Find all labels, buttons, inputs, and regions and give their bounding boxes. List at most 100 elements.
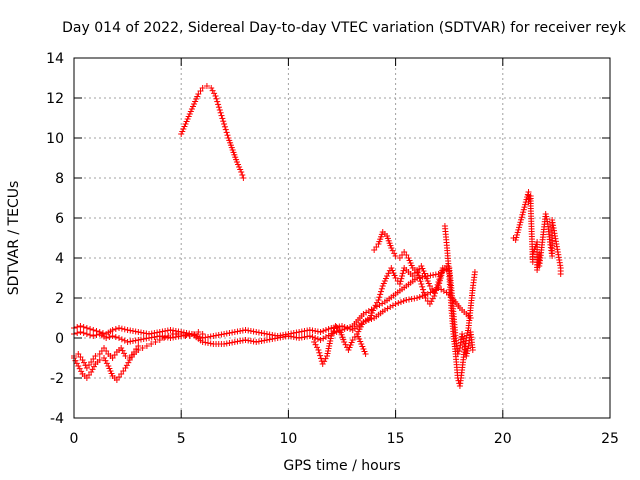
data-point — [416, 294, 423, 300]
data-point — [203, 83, 210, 89]
data-point — [384, 305, 391, 312]
data-point — [372, 302, 379, 309]
data-point — [224, 132, 231, 139]
data-point — [471, 269, 478, 275]
data-point — [322, 334, 329, 340]
data-point — [119, 347, 126, 354]
data-point — [212, 93, 219, 99]
data-point — [186, 333, 193, 339]
data-point — [420, 286, 427, 293]
data-point — [96, 357, 103, 363]
x-tick-label: 0 — [70, 431, 79, 447]
x-tick-label: 25 — [601, 431, 619, 447]
data-point — [106, 334, 113, 340]
data-point — [178, 331, 185, 337]
data-point — [436, 277, 443, 284]
data-point — [377, 291, 384, 298]
y-tick-label: 4 — [55, 251, 64, 267]
data-point — [344, 325, 351, 331]
data-point — [378, 288, 385, 295]
data-point — [221, 123, 228, 130]
data-point — [220, 118, 227, 125]
data-point — [517, 219, 524, 226]
data-point — [121, 350, 128, 357]
data-point — [461, 341, 468, 347]
data-point — [518, 214, 525, 221]
data-point — [195, 329, 202, 335]
data-point — [208, 85, 215, 91]
data-point — [371, 305, 378, 311]
data-point — [397, 278, 404, 285]
data-point — [112, 334, 119, 340]
data-point — [240, 175, 247, 181]
data-point — [135, 343, 142, 349]
data-point — [112, 326, 119, 332]
data-point — [518, 216, 525, 223]
y-tick-label: 8 — [55, 171, 64, 187]
data-point — [398, 275, 405, 282]
data-point — [216, 107, 223, 113]
data-point — [87, 326, 94, 332]
data-point — [165, 333, 172, 339]
data-point — [221, 121, 228, 127]
data-point — [320, 328, 327, 334]
data-point — [121, 337, 128, 344]
data-point — [222, 126, 229, 133]
data-point — [125, 359, 132, 366]
data-point — [109, 333, 116, 339]
data-point — [341, 339, 348, 345]
data-point — [374, 299, 381, 306]
data-point — [347, 324, 354, 330]
data-point — [73, 360, 80, 367]
x-tick-label: 5 — [177, 431, 186, 447]
data-point — [101, 355, 108, 361]
data-point — [116, 335, 123, 341]
data-point — [396, 281, 403, 287]
data-point — [419, 283, 426, 290]
data-point — [321, 358, 328, 365]
data-point — [83, 331, 90, 337]
data-point — [436, 280, 443, 287]
data-point — [387, 304, 394, 310]
data-point — [199, 331, 206, 337]
data-point — [375, 297, 382, 303]
data-point — [514, 231, 521, 238]
data-point — [79, 357, 86, 363]
data-point — [122, 365, 129, 371]
data-point — [93, 332, 100, 338]
data-point — [420, 289, 427, 296]
data-point — [209, 87, 216, 94]
data-point — [418, 281, 425, 287]
data-point — [313, 344, 320, 351]
data-point — [395, 300, 402, 306]
data-point — [199, 85, 206, 91]
data-point — [320, 335, 327, 342]
data-point — [116, 325, 123, 331]
data-point — [317, 329, 324, 335]
data-point — [520, 206, 527, 213]
data-point — [309, 334, 316, 340]
data-point — [516, 221, 523, 228]
data-point — [426, 301, 433, 307]
data-point — [376, 294, 383, 301]
data-point — [524, 191, 531, 198]
data-point — [432, 290, 439, 297]
data-point — [438, 272, 445, 279]
data-point — [315, 347, 322, 353]
data-point — [317, 352, 324, 359]
data-point — [90, 327, 97, 333]
data-point — [455, 348, 462, 354]
data-point — [322, 327, 329, 333]
data-point — [156, 337, 163, 343]
y-tick-label: 0 — [55, 331, 64, 347]
data-point — [388, 245, 395, 251]
data-point — [429, 295, 436, 302]
data-point — [400, 298, 407, 304]
data-point — [341, 326, 348, 332]
data-point — [435, 283, 442, 289]
data-point — [384, 273, 391, 279]
data-point — [75, 363, 82, 369]
data-point — [215, 104, 222, 111]
data-point — [118, 345, 125, 351]
